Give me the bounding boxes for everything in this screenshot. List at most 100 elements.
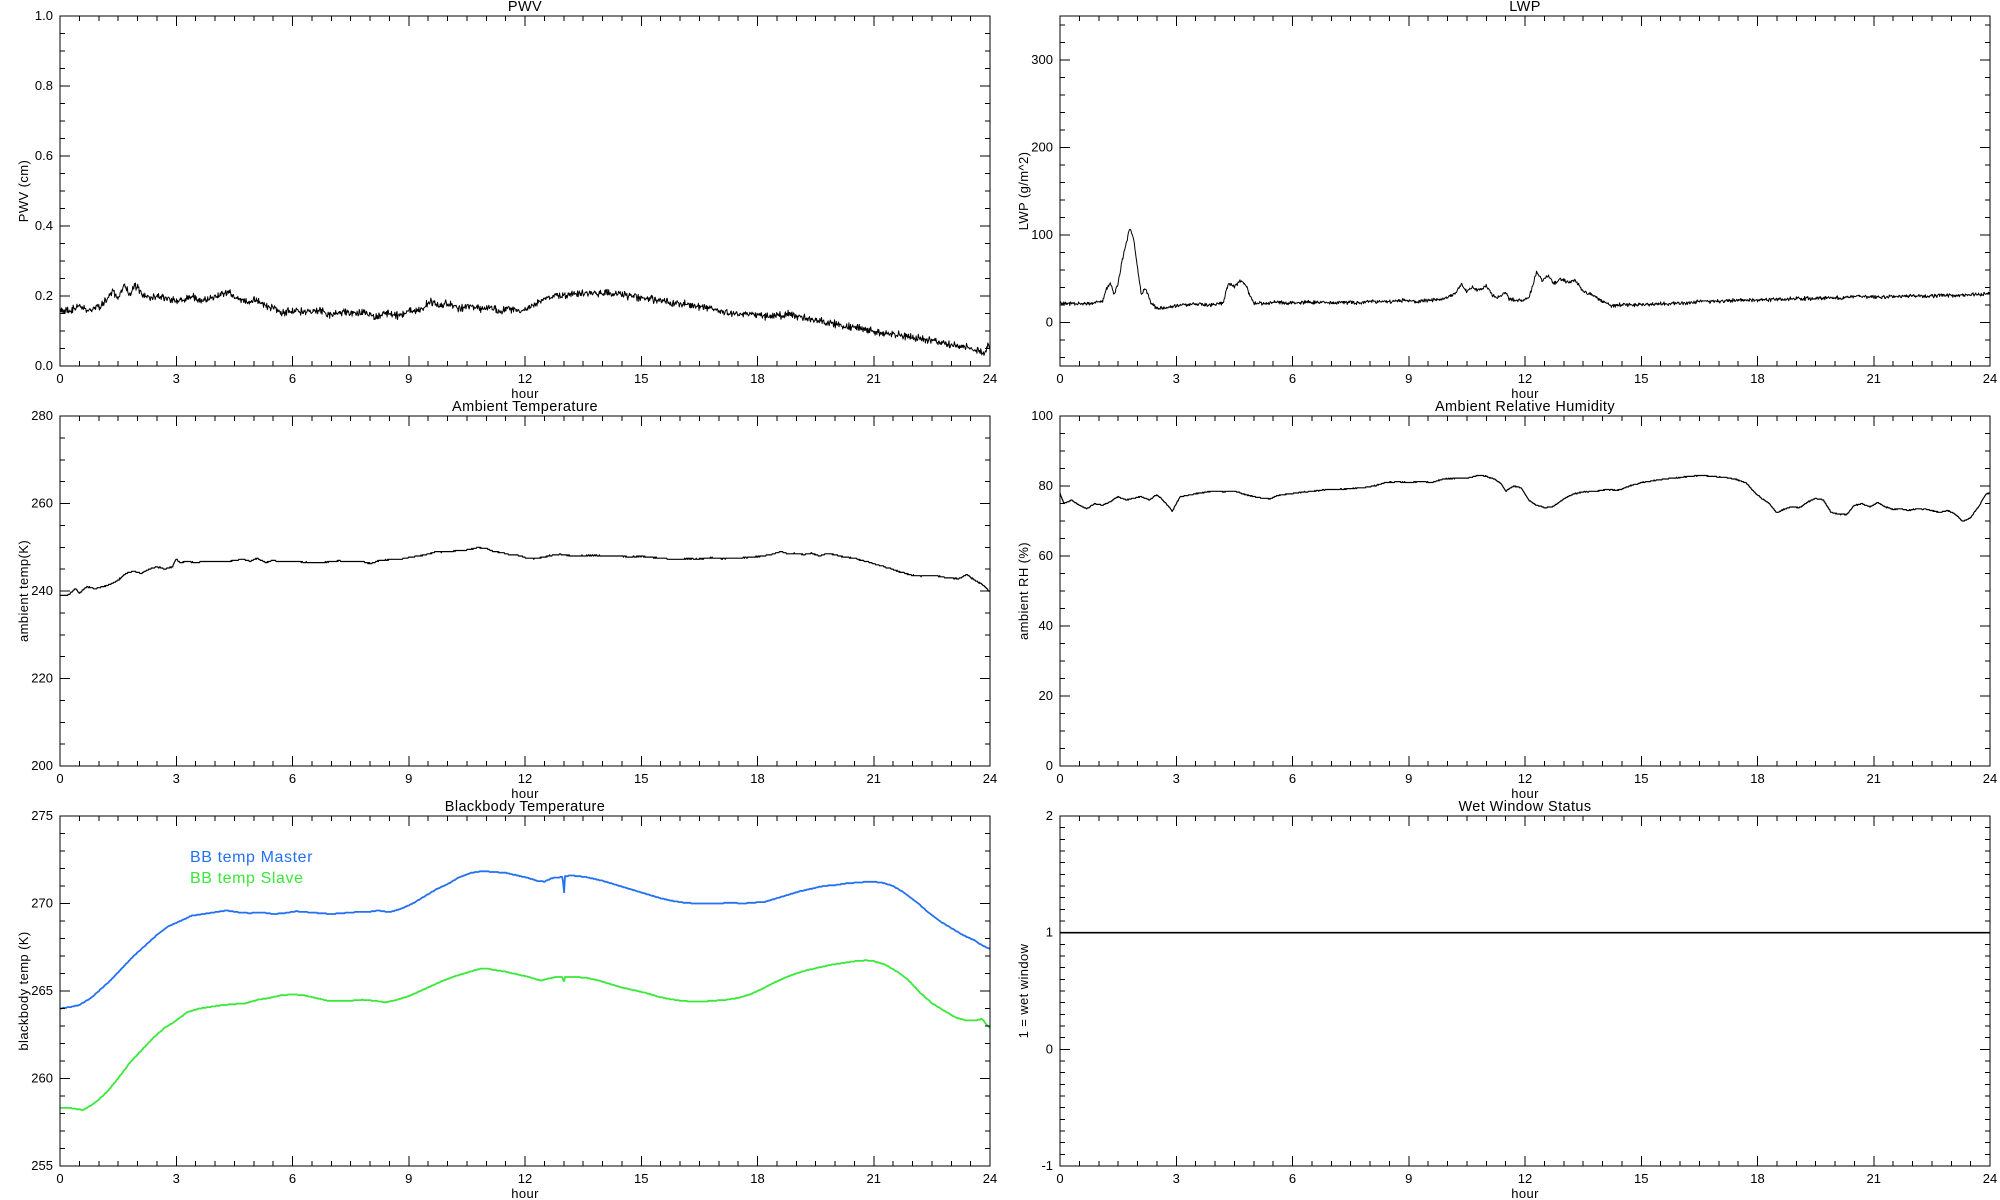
x-tick-label: 0 — [1056, 771, 1063, 786]
panel-ambient-temperature: 0 3 6 9 12 15 18 21 24 200 220 240 260 280 Ambient Tem… — [0, 400, 1000, 800]
chart-title: Blackbody Temperature — [445, 800, 605, 815]
x-tick-label: 15 — [634, 771, 648, 786]
panel-background — [0, 400, 1000, 800]
y-tick-label: 0 — [1046, 1041, 1053, 1056]
axis-ticks — [59, 415, 991, 767]
x-tick-label: 15 — [1634, 371, 1648, 386]
y-tick-label: 0.4 — [35, 218, 53, 233]
series-group — [59, 282, 991, 356]
x-tick-label: 0 — [1056, 1171, 1063, 1186]
x-tick-label: 3 — [1173, 371, 1180, 386]
y-axis-label: ambient temp(K) — [16, 540, 31, 642]
x-tick-label: 9 — [405, 1171, 412, 1186]
x-tick-label: 15 — [1634, 771, 1648, 786]
panel-pwv: 0 3 6 9 12 15 18 21 24 0.0 0.2 0.4 0.6 0.8 1.0 PWV hour P… — [0, 0, 1000, 400]
axis-ticks — [1059, 815, 1991, 1167]
axis-tick-labels: 0 3 6 9 12 15 18 21 24 200 220 240 260 280 — [31, 408, 997, 786]
series-LWP — [1059, 228, 1991, 310]
legend-entry: BB temp Slave — [190, 870, 304, 887]
x-tick-label: 15 — [634, 371, 648, 386]
series-group — [1059, 474, 1991, 522]
series-ambient-rh — [1059, 474, 1991, 522]
y-tick-label: 280 — [31, 408, 53, 423]
x-tick-label: 9 — [405, 771, 412, 786]
x-axis-label: hour — [1511, 386, 1539, 400]
x-tick-label: 24 — [1983, 771, 1997, 786]
x-axis-label: hour — [1511, 1186, 1539, 1200]
panel-background — [0, 0, 1000, 400]
x-tick-label: 21 — [867, 1171, 881, 1186]
x-tick-label: 24 — [983, 771, 997, 786]
axis-tick-labels: 0 3 6 9 12 15 18 21 24 255 260 265 270 275 — [31, 808, 997, 1186]
x-tick-label: 21 — [867, 371, 881, 386]
y-tick-label: 240 — [31, 583, 53, 598]
lwp-chart: 0 3 6 9 12 15 18 21 24 0 100 200 300 LWP hour LWP (g/m^… — [1000, 0, 2000, 400]
y-tick-label: 40 — [1039, 618, 1053, 633]
x-tick-label: 6 — [289, 371, 296, 386]
y-axis-label: ambient RH (%) — [1016, 542, 1031, 640]
x-tick-label: 9 — [405, 371, 412, 386]
axis-tick-labels: 0 3 6 9 12 15 18 21 24 0.0 0.2 0.4 0.6 0.8 1.0 — [35, 8, 997, 386]
x-tick-label: 3 — [173, 1171, 180, 1186]
x-tick-label: 12 — [1518, 771, 1532, 786]
y-tick-label: 1.0 — [35, 8, 53, 23]
x-tick-label: 24 — [1983, 1171, 1997, 1186]
legend-entry: BB temp Master — [190, 849, 313, 866]
y-axis-label: blackbody temp (K) — [16, 931, 31, 1050]
x-tick-label: 15 — [634, 1171, 648, 1186]
x-tick-label: 6 — [1289, 371, 1296, 386]
chart-title: Ambient Relative Humidity — [1435, 400, 1615, 415]
x-tick-label: 9 — [1405, 771, 1412, 786]
x-tick-label: 12 — [518, 771, 532, 786]
y-tick-label: 0.0 — [35, 358, 53, 373]
y-tick-label: 60 — [1039, 548, 1053, 563]
x-tick-label: 15 — [1634, 1171, 1648, 1186]
series-PWV — [59, 282, 991, 356]
y-tick-label: 2 — [1046, 808, 1053, 823]
axis-ticks — [59, 15, 991, 367]
y-tick-label: 0.2 — [35, 288, 53, 303]
series-ambient-temp — [59, 546, 991, 596]
x-tick-label: 3 — [1173, 1171, 1180, 1186]
x-tick-label: 3 — [1173, 771, 1180, 786]
panel-ambient-relative-humidity: 0 3 6 9 12 15 18 21 24 0 20 40 60 80 100 Ambient Relati… — [1000, 400, 2000, 800]
axis-ticks — [59, 815, 991, 1167]
y-tick-label: 20 — [1039, 688, 1053, 703]
y-tick-label: 260 — [31, 1071, 53, 1086]
series-BB-temp-Slave — [60, 959, 991, 1111]
y-tick-label: 0 — [1046, 758, 1053, 773]
ambient-relative-humidity-chart: 0 3 6 9 12 15 18 21 24 0 20 40 60 80 100 Ambient Relati… — [1000, 400, 2000, 800]
y-tick-label: 80 — [1039, 478, 1053, 493]
x-axis-label: hour — [511, 1186, 539, 1200]
y-tick-label: 200 — [31, 758, 53, 773]
x-tick-label: 6 — [1289, 771, 1296, 786]
x-tick-label: 18 — [750, 1171, 764, 1186]
x-tick-label: 18 — [750, 371, 764, 386]
series-group — [60, 870, 991, 1111]
chart-title: Wet Window Status — [1458, 800, 1591, 815]
x-tick-label: 6 — [289, 771, 296, 786]
x-tick-label: 12 — [518, 371, 532, 386]
panel-background — [1000, 0, 2000, 400]
x-tick-label: 18 — [1750, 771, 1764, 786]
x-tick-label: 18 — [1750, 1171, 1764, 1186]
axis-ticks — [1059, 16, 1991, 366]
y-tick-label: 265 — [31, 983, 53, 998]
y-tick-label: 1 — [1046, 925, 1053, 940]
panel-background — [1000, 800, 2000, 1200]
x-tick-label: 3 — [173, 371, 180, 386]
x-tick-label: 24 — [983, 1171, 997, 1186]
panel-blackbody-temperature: 0 3 6 9 12 15 18 21 24 255 260 265 270 275 Blackbody T… — [0, 800, 1000, 1200]
pwv-chart: 0 3 6 9 12 15 18 21 24 0.0 0.2 0.4 0.6 0.8 1.0 PWV hour P… — [0, 0, 1000, 400]
x-tick-label: 0 — [1056, 371, 1063, 386]
legend: BB temp Master BB temp Slave — [190, 849, 313, 887]
panel-lwp: 0 3 6 9 12 15 18 21 24 0 100 200 300 LWP hour LWP (g/m^… — [1000, 0, 2000, 400]
y-axis-label: LWP (g/m^2) — [1016, 152, 1031, 231]
chart-title: Ambient Temperature — [452, 400, 598, 415]
ambient-temperature-chart: 0 3 6 9 12 15 18 21 24 200 220 240 260 280 Ambient Tem… — [0, 400, 1000, 800]
x-tick-label: 3 — [173, 771, 180, 786]
chart-title: PWV — [508, 0, 542, 15]
axis-tick-labels: 0 3 6 9 12 15 18 21 24 0 20 40 60 80 100 — [1031, 408, 1997, 786]
